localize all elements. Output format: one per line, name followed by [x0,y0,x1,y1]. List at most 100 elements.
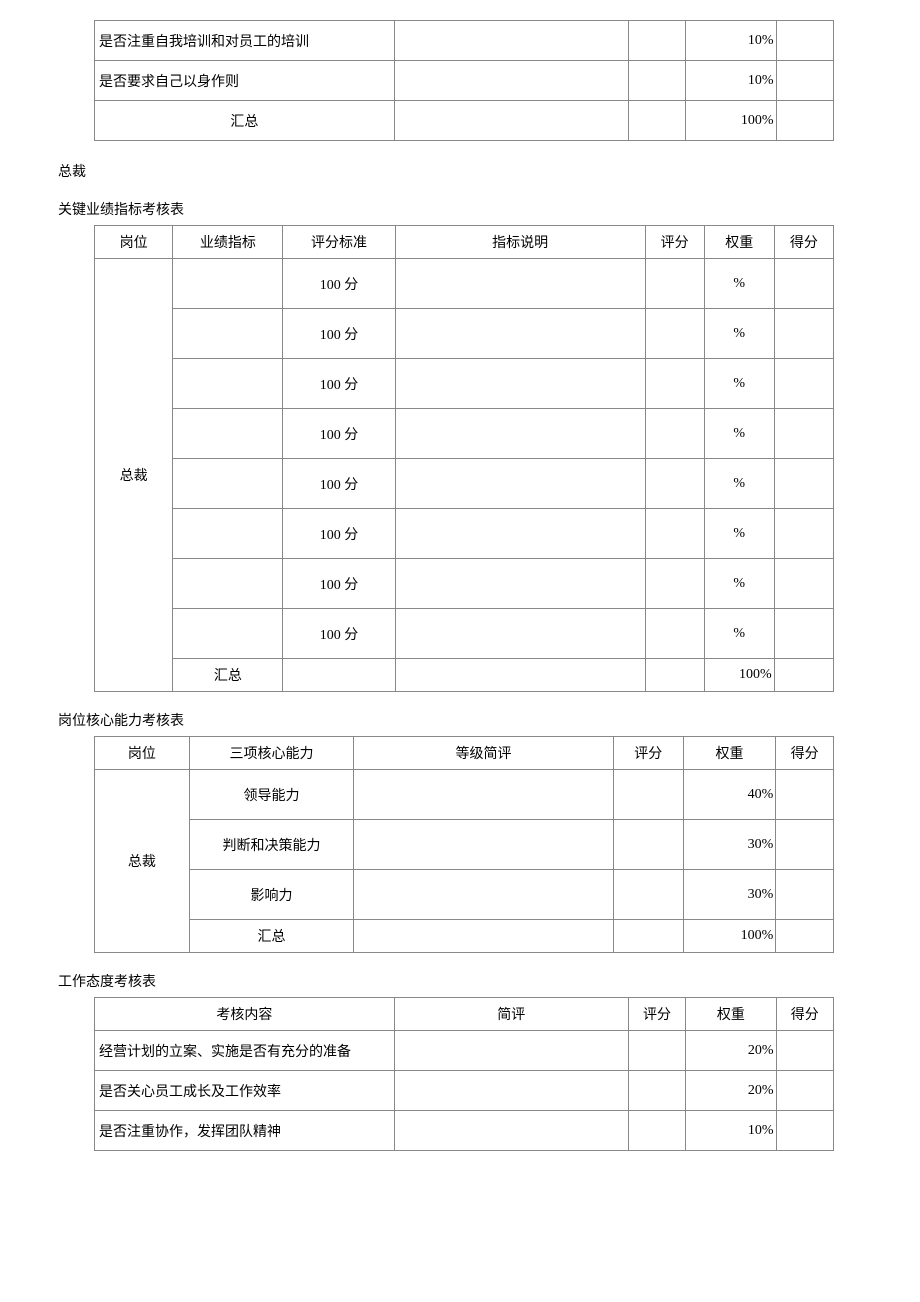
empty-cell [395,359,645,409]
header-row: 岗位 三项核心能力 等级简评 评分 权重 得分 [95,737,834,770]
empty-cell [395,409,645,459]
table-row: 100 分 % [95,309,834,359]
empty-cell [776,870,834,920]
table-row: 汇总 100% [95,101,834,141]
kpi-table: 岗位 业绩指标 评分标准 指标说明 评分 权重 得分 总裁 100 分 % 10… [94,225,834,692]
empty-cell [173,309,283,359]
header-position: 岗位 [95,226,173,259]
section-title-kpi: 关键业绩指标考核表 [58,199,862,219]
empty-cell [774,659,833,692]
empty-cell [395,659,645,692]
empty-cell [776,101,834,141]
header-description: 指标说明 [395,226,645,259]
empty-cell [645,259,704,309]
header-weight: 权重 [683,737,776,770]
empty-cell [645,459,704,509]
ability-cell: 影响力 [189,870,354,920]
weight-cell: 10% [686,61,776,101]
table-row: 100 分 % [95,609,834,659]
empty-cell [645,509,704,559]
standard-cell: 100 分 [283,609,395,659]
header-weight: 权重 [704,226,774,259]
empty-cell [776,920,834,953]
header-row: 岗位 业绩指标 评分标准 指标说明 评分 权重 得分 [95,226,834,259]
empty-cell [173,359,283,409]
empty-cell [395,559,645,609]
header-position: 岗位 [95,737,190,770]
empty-cell [395,309,645,359]
section-title-core: 岗位核心能力考核表 [58,710,862,730]
summary-label: 汇总 [189,920,354,953]
table-row: 是否关心员工成长及工作效率 20% [95,1071,834,1111]
weight-cell: 30% [683,820,776,870]
standard-cell: 100 分 [283,359,395,409]
table-row: 经营计划的立案、实施是否有充分的准备 20% [95,1031,834,1071]
empty-cell [776,21,834,61]
empty-cell [394,1071,628,1111]
header-score: 得分 [776,737,834,770]
empty-cell [173,559,283,609]
empty-cell [354,870,613,920]
content-cell: 是否注重自我培训和对员工的培训 [95,21,395,61]
empty-cell [628,61,685,101]
ability-cell: 判断和决策能力 [189,820,354,870]
empty-cell [173,459,283,509]
empty-cell [774,259,833,309]
empty-cell [776,1111,834,1151]
table-row: 是否注重自我培训和对员工的培训 10% [95,21,834,61]
standard-cell: 100 分 [283,559,395,609]
empty-cell [173,609,283,659]
summary-row: 汇总 100% [95,920,834,953]
empty-cell [645,409,704,459]
empty-cell [613,770,683,820]
empty-cell [394,1031,628,1071]
weight-cell: % [704,359,774,409]
empty-cell [776,1031,834,1071]
empty-cell [628,1071,685,1111]
weight-cell: % [704,259,774,309]
weight-cell: % [704,309,774,359]
partial-top-table: 是否注重自我培训和对员工的培训 10% 是否要求自己以身作则 10% 汇总 10… [94,20,834,141]
content-cell: 是否注重协作，发挥团队精神 [95,1111,395,1151]
standard-cell: 100 分 [283,309,395,359]
empty-cell [776,770,834,820]
table-row: 判断和决策能力 30% [95,820,834,870]
empty-cell [628,1111,685,1151]
weight-cell: % [704,409,774,459]
summary-row: 汇总 100% [95,659,834,692]
empty-cell [394,61,628,101]
attitude-table: 考核内容 简评 评分 权重 得分 经营计划的立案、实施是否有充分的准备 20% … [94,997,834,1151]
empty-cell [613,920,683,953]
header-rating: 评分 [645,226,704,259]
table-row: 总裁 领导能力 40% [95,770,834,820]
weight-cell: % [704,459,774,509]
core-ability-table: 岗位 三项核心能力 等级简评 评分 权重 得分 总裁 领导能力 40% 判断和决… [94,736,834,953]
content-cell: 经营计划的立案、实施是否有充分的准备 [95,1031,395,1071]
empty-cell [774,459,833,509]
empty-cell [628,101,685,141]
header-score: 得分 [774,226,833,259]
empty-cell [776,61,834,101]
header-score: 得分 [776,998,834,1031]
weight-cell: 30% [683,870,776,920]
table-row: 是否要求自己以身作则 10% [95,61,834,101]
standard-cell: 100 分 [283,509,395,559]
header-review: 简评 [394,998,628,1031]
section-title-attitude: 工作态度考核表 [58,971,862,991]
weight-cell: 20% [686,1031,776,1071]
empty-cell [173,259,283,309]
standard-cell: 100 分 [283,459,395,509]
empty-cell [645,659,704,692]
empty-cell [613,870,683,920]
header-rating: 评分 [628,998,685,1031]
empty-cell [774,559,833,609]
empty-cell [645,359,704,409]
standard-cell: 100 分 [283,409,395,459]
content-cell: 汇总 [95,101,395,141]
weight-cell: 40% [683,770,776,820]
table-row: 100 分 % [95,359,834,409]
empty-cell [774,609,833,659]
empty-cell [776,1071,834,1111]
weight-cell: 100% [686,101,776,141]
empty-cell [354,920,613,953]
